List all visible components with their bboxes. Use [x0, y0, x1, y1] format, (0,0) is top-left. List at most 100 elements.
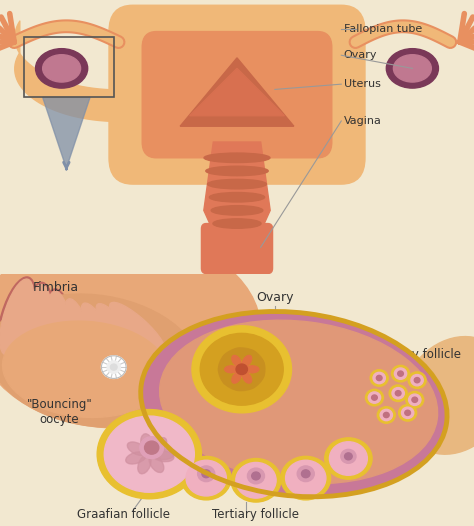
Text: Fallopian tube: Fallopian tube — [344, 24, 422, 34]
Ellipse shape — [246, 366, 259, 373]
Polygon shape — [204, 142, 270, 231]
Ellipse shape — [232, 356, 241, 367]
Ellipse shape — [138, 455, 151, 474]
Ellipse shape — [213, 219, 261, 228]
Circle shape — [392, 366, 410, 382]
Ellipse shape — [192, 326, 292, 413]
Circle shape — [370, 370, 388, 386]
Text: Yellow body: Yellow body — [205, 409, 274, 422]
Circle shape — [408, 372, 426, 388]
Circle shape — [380, 409, 392, 421]
Text: Tertiary follicle: Tertiary follicle — [212, 508, 300, 521]
Ellipse shape — [79, 301, 125, 377]
Ellipse shape — [393, 55, 431, 82]
Ellipse shape — [329, 442, 367, 476]
Text: Vagina: Vagina — [344, 116, 382, 126]
Ellipse shape — [245, 349, 264, 369]
Ellipse shape — [0, 279, 33, 355]
Circle shape — [411, 375, 423, 386]
Ellipse shape — [141, 434, 153, 453]
Ellipse shape — [232, 378, 257, 391]
Ellipse shape — [104, 416, 194, 492]
Circle shape — [406, 391, 424, 408]
Circle shape — [377, 407, 395, 423]
Ellipse shape — [245, 369, 264, 389]
Circle shape — [389, 385, 407, 401]
Ellipse shape — [22, 282, 54, 369]
Ellipse shape — [222, 375, 245, 390]
Ellipse shape — [150, 438, 167, 454]
Ellipse shape — [64, 299, 97, 379]
Circle shape — [373, 372, 385, 383]
Text: Graafian follicle: Graafian follicle — [77, 508, 170, 521]
Ellipse shape — [108, 300, 167, 356]
Ellipse shape — [96, 304, 146, 365]
Ellipse shape — [222, 348, 245, 364]
Ellipse shape — [386, 48, 438, 88]
Circle shape — [140, 437, 164, 459]
Ellipse shape — [232, 372, 241, 383]
Ellipse shape — [81, 303, 123, 375]
Circle shape — [345, 453, 352, 460]
Ellipse shape — [281, 457, 331, 500]
Text: Primary follicle: Primary follicle — [373, 348, 461, 361]
Circle shape — [405, 410, 410, 416]
Text: Secondary follicle: Secondary follicle — [294, 421, 398, 434]
Ellipse shape — [43, 55, 81, 82]
Circle shape — [198, 466, 215, 482]
Ellipse shape — [0, 294, 201, 427]
Circle shape — [297, 466, 314, 482]
Ellipse shape — [219, 352, 234, 376]
Circle shape — [365, 389, 383, 406]
Polygon shape — [190, 68, 284, 116]
Circle shape — [252, 472, 260, 480]
Ellipse shape — [128, 442, 146, 456]
Ellipse shape — [206, 166, 268, 176]
Circle shape — [383, 412, 389, 418]
Ellipse shape — [0, 232, 261, 428]
Bar — [24, 37, 114, 97]
Ellipse shape — [141, 311, 447, 497]
Ellipse shape — [153, 449, 174, 460]
Ellipse shape — [400, 337, 474, 454]
Circle shape — [398, 371, 403, 376]
Circle shape — [414, 378, 420, 383]
FancyBboxPatch shape — [201, 224, 273, 274]
Text: "Bouncing"
oocyte: "Bouncing" oocyte — [27, 398, 92, 426]
Circle shape — [409, 394, 421, 406]
Text: Uterus: Uterus — [344, 79, 381, 89]
Ellipse shape — [153, 450, 174, 462]
Ellipse shape — [242, 356, 252, 367]
Circle shape — [301, 470, 310, 478]
Ellipse shape — [236, 462, 276, 498]
Ellipse shape — [0, 277, 36, 357]
Polygon shape — [43, 97, 90, 168]
Ellipse shape — [210, 193, 264, 202]
Circle shape — [395, 391, 401, 396]
Circle shape — [110, 364, 117, 370]
Circle shape — [392, 388, 404, 399]
Text: Ovary: Ovary — [344, 50, 377, 60]
Ellipse shape — [181, 457, 231, 500]
Circle shape — [372, 395, 377, 400]
Ellipse shape — [208, 179, 266, 189]
Circle shape — [107, 361, 120, 373]
Circle shape — [399, 404, 417, 421]
Ellipse shape — [149, 454, 164, 472]
Circle shape — [236, 364, 247, 375]
Circle shape — [401, 407, 414, 419]
Polygon shape — [180, 58, 294, 126]
Ellipse shape — [211, 206, 263, 215]
Text: Fimbria: Fimbria — [33, 281, 79, 294]
Ellipse shape — [94, 301, 147, 367]
Ellipse shape — [36, 48, 88, 88]
Ellipse shape — [43, 289, 75, 380]
Ellipse shape — [200, 333, 283, 405]
Ellipse shape — [24, 285, 52, 367]
FancyBboxPatch shape — [109, 5, 365, 184]
Text: Ovary: Ovary — [256, 291, 294, 304]
Ellipse shape — [232, 348, 257, 361]
Ellipse shape — [126, 452, 146, 464]
Circle shape — [412, 397, 418, 402]
Ellipse shape — [204, 153, 270, 163]
